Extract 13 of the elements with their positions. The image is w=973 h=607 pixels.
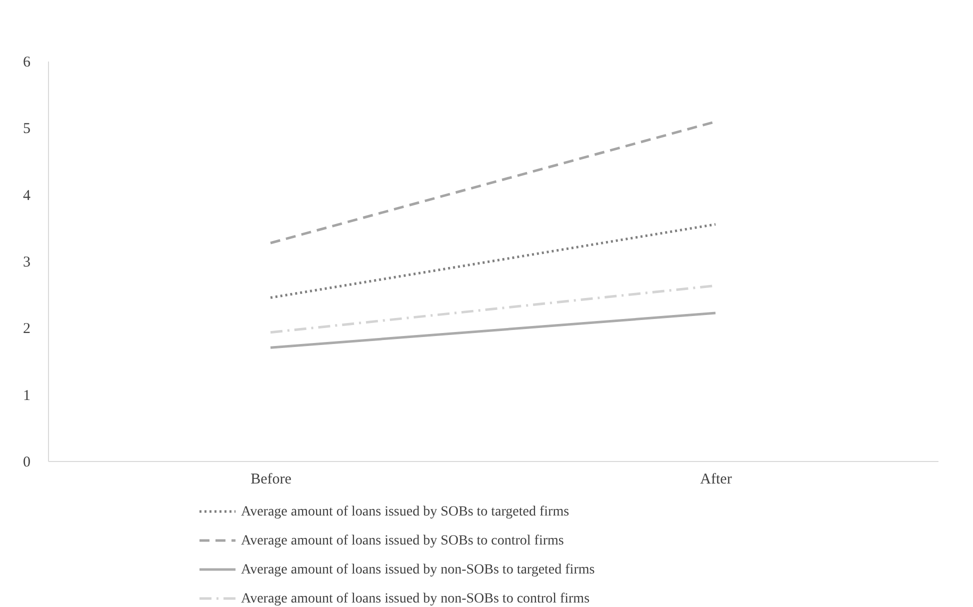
legend-label: Average amount of loans issued by SOBs to control firms xyxy=(241,534,564,548)
y-tick-label: 2 xyxy=(23,321,30,338)
y-tick-label: 3 xyxy=(23,254,30,270)
y-tick-label: 4 xyxy=(23,188,31,204)
x-tick-label: Before xyxy=(250,472,292,488)
legend-label: Average amount of loans issued by non-SOBs to control firms xyxy=(241,592,590,606)
legend-label: Average amount of loans issued by non-SOBs to targeted firms xyxy=(241,562,595,578)
y-tick-label: 1 xyxy=(23,388,30,404)
legend-label: Average amount of loans issued by SOBs to targeted firms xyxy=(241,504,570,520)
y-tick-label: 5 xyxy=(23,121,30,138)
y-tick-label: 0 xyxy=(23,454,30,470)
x-tick-label: After xyxy=(700,472,732,488)
y-tick-label: 6 xyxy=(23,54,31,70)
